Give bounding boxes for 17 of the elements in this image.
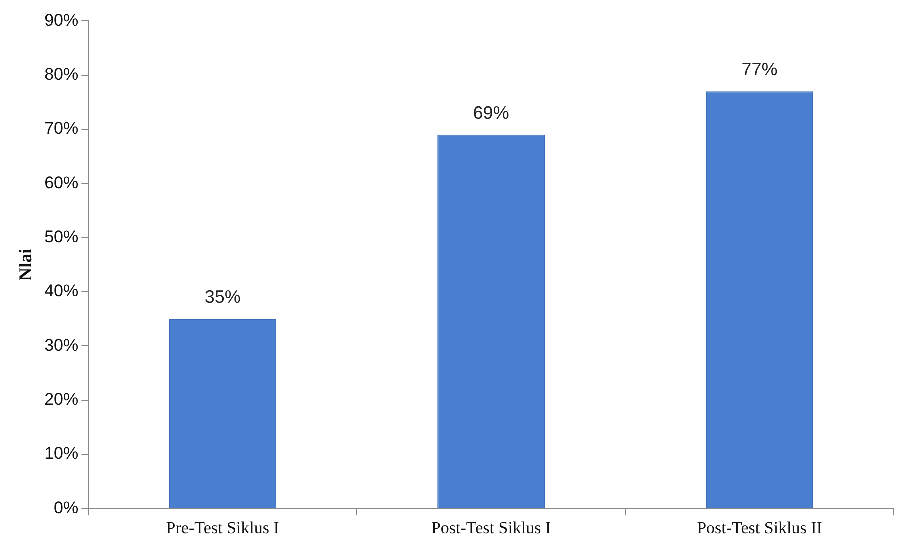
y-tick-label: 60% [44, 173, 79, 192]
y-tick-label: 30% [44, 336, 79, 355]
y-tick-label: 90% [44, 10, 79, 30]
y-tick-label: 0% [54, 498, 79, 518]
y-tick-label: 40% [44, 282, 79, 301]
y-tick-label: 10% [44, 444, 79, 464]
y-tick-label: 20% [44, 390, 79, 409]
data-label: 35% [204, 287, 241, 308]
x-tick-label: Post-Test Siklus I [431, 518, 552, 538]
y-tick-label: 80% [44, 65, 79, 84]
data-label: 77% [742, 60, 778, 80]
y-tick-label: 70% [44, 119, 79, 138]
x-tick-label: Pre-Test Siklus I [166, 518, 280, 538]
data-label: 69% [473, 102, 510, 123]
y-axis-title: Nlai [15, 248, 36, 281]
y-tick-label: 50% [44, 228, 79, 247]
x-tick-label: Post-Test Siklus II [697, 518, 823, 538]
